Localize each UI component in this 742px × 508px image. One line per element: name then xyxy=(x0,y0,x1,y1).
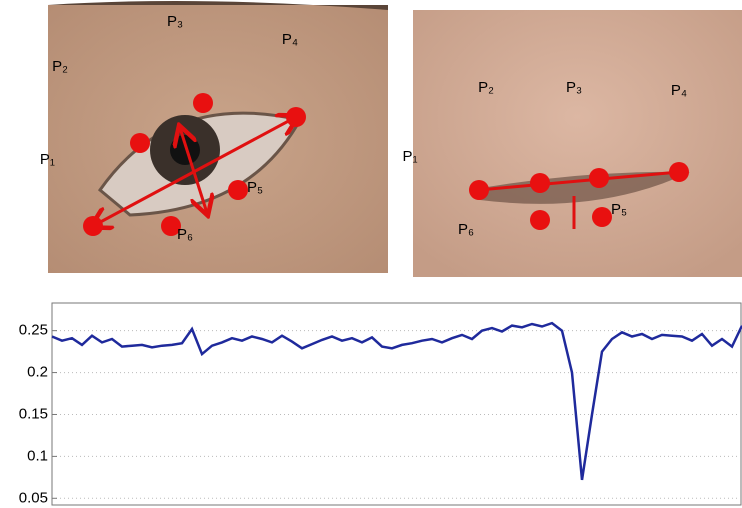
y-tick-label: 0.05 xyxy=(19,489,48,506)
landmark-label: P₅ xyxy=(247,179,263,196)
landmark-label: P₆ xyxy=(177,226,193,243)
landmark-label: P₄ xyxy=(671,82,687,99)
y-tick-label: 0.1 xyxy=(27,447,48,464)
plot-frame xyxy=(52,303,741,505)
landmark-label: P₆ xyxy=(458,221,474,238)
closed-eye-panel: P₁ P₂ P₃ P₄ P₅ P₆ xyxy=(402,10,742,277)
figure: P₁ P₂ P₃ P₄ P₅ P₆ P₁ P₂ P₃ P₄ P₅ P₆ 0.05… xyxy=(0,0,742,508)
y-tick-label: 0.2 xyxy=(27,364,48,381)
landmark-label: P₄ xyxy=(282,31,298,48)
open-eye-panel: P₁ P₂ P₃ P₄ P₅ P₆ xyxy=(40,1,388,273)
landmark-label: P₂ xyxy=(478,79,494,96)
landmark-label: P₅ xyxy=(611,201,627,218)
landmark-label: P₃ xyxy=(566,79,582,96)
y-tick-label: 0.25 xyxy=(19,322,48,339)
y-tick-label: 0.15 xyxy=(19,405,48,422)
landmark-label: P₂ xyxy=(52,58,68,75)
landmark-label: P₁ xyxy=(40,151,55,168)
landmark-label: P₃ xyxy=(167,13,183,30)
landmark-label: P₁ xyxy=(402,148,417,165)
